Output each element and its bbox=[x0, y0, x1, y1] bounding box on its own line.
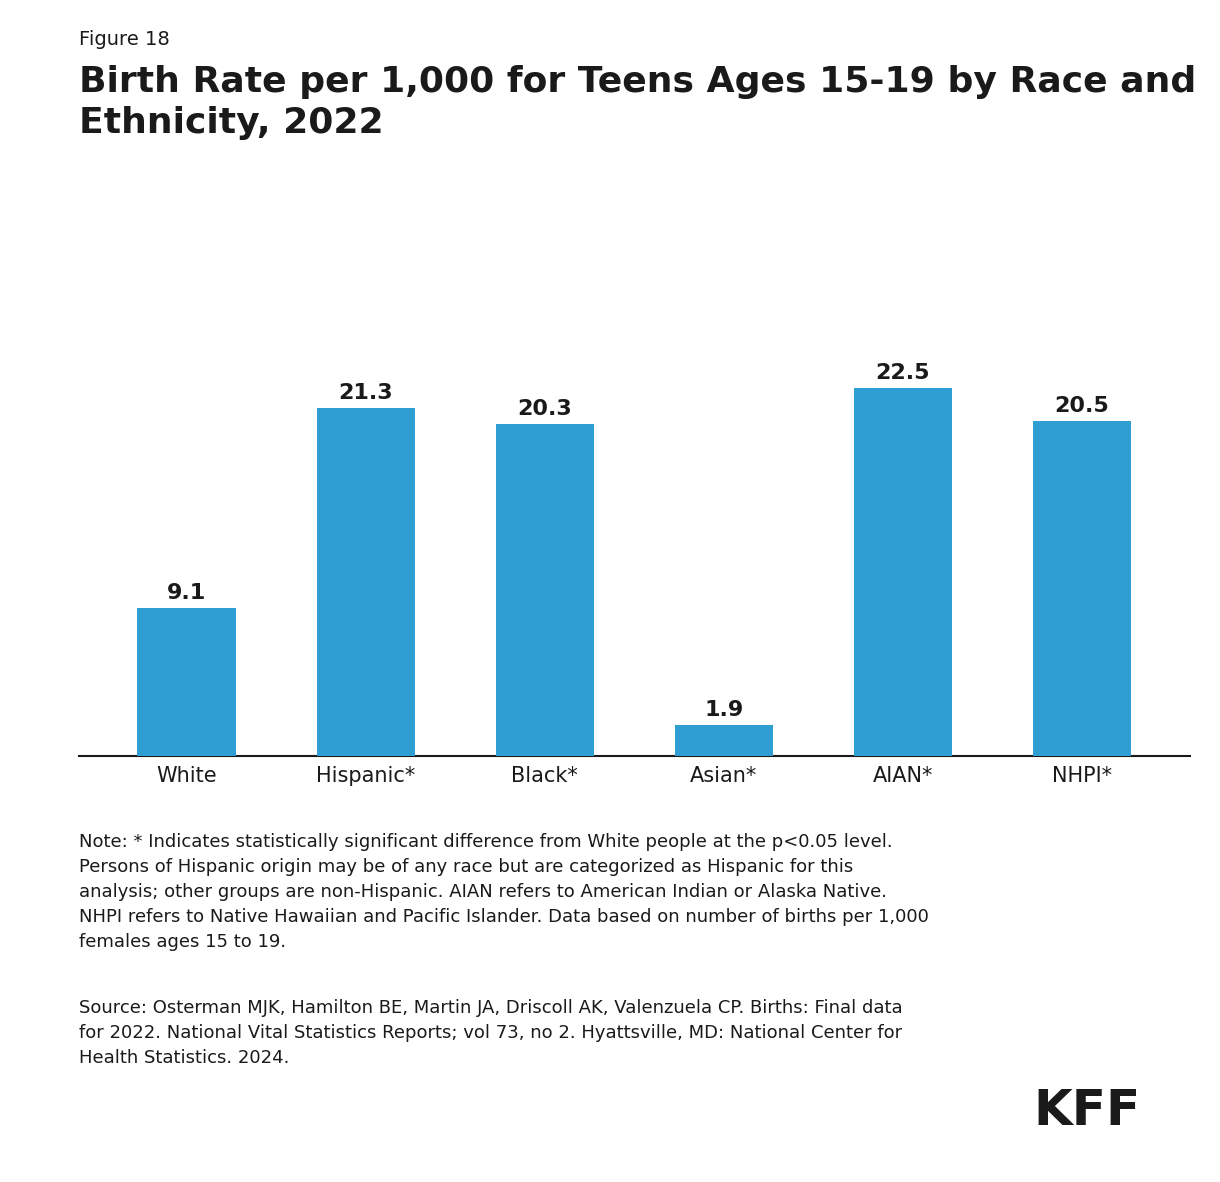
Bar bbox=[1033, 421, 1131, 756]
Text: 1.9: 1.9 bbox=[704, 701, 743, 721]
Text: Note: * Indicates statistically significant difference from White people at the : Note: * Indicates statistically signific… bbox=[79, 833, 930, 952]
Bar bbox=[138, 608, 235, 756]
Text: 22.5: 22.5 bbox=[876, 363, 930, 383]
Bar bbox=[316, 408, 415, 756]
Bar bbox=[495, 424, 594, 756]
Text: Birth Rate per 1,000 for Teens Ages 15-19 by Race and
Ethnicity, 2022: Birth Rate per 1,000 for Teens Ages 15-1… bbox=[79, 65, 1197, 139]
Text: 20.3: 20.3 bbox=[517, 400, 572, 420]
Text: KFF: KFF bbox=[1033, 1086, 1141, 1135]
Bar bbox=[675, 726, 773, 756]
Text: Source: Osterman MJK, Hamilton BE, Martin JA, Driscoll AK, Valenzuela CP. Births: Source: Osterman MJK, Hamilton BE, Marti… bbox=[79, 999, 903, 1067]
Text: 9.1: 9.1 bbox=[167, 583, 206, 603]
Bar bbox=[854, 388, 953, 756]
Text: 21.3: 21.3 bbox=[338, 383, 393, 403]
Text: Figure 18: Figure 18 bbox=[79, 30, 170, 48]
Text: 20.5: 20.5 bbox=[1054, 396, 1109, 416]
